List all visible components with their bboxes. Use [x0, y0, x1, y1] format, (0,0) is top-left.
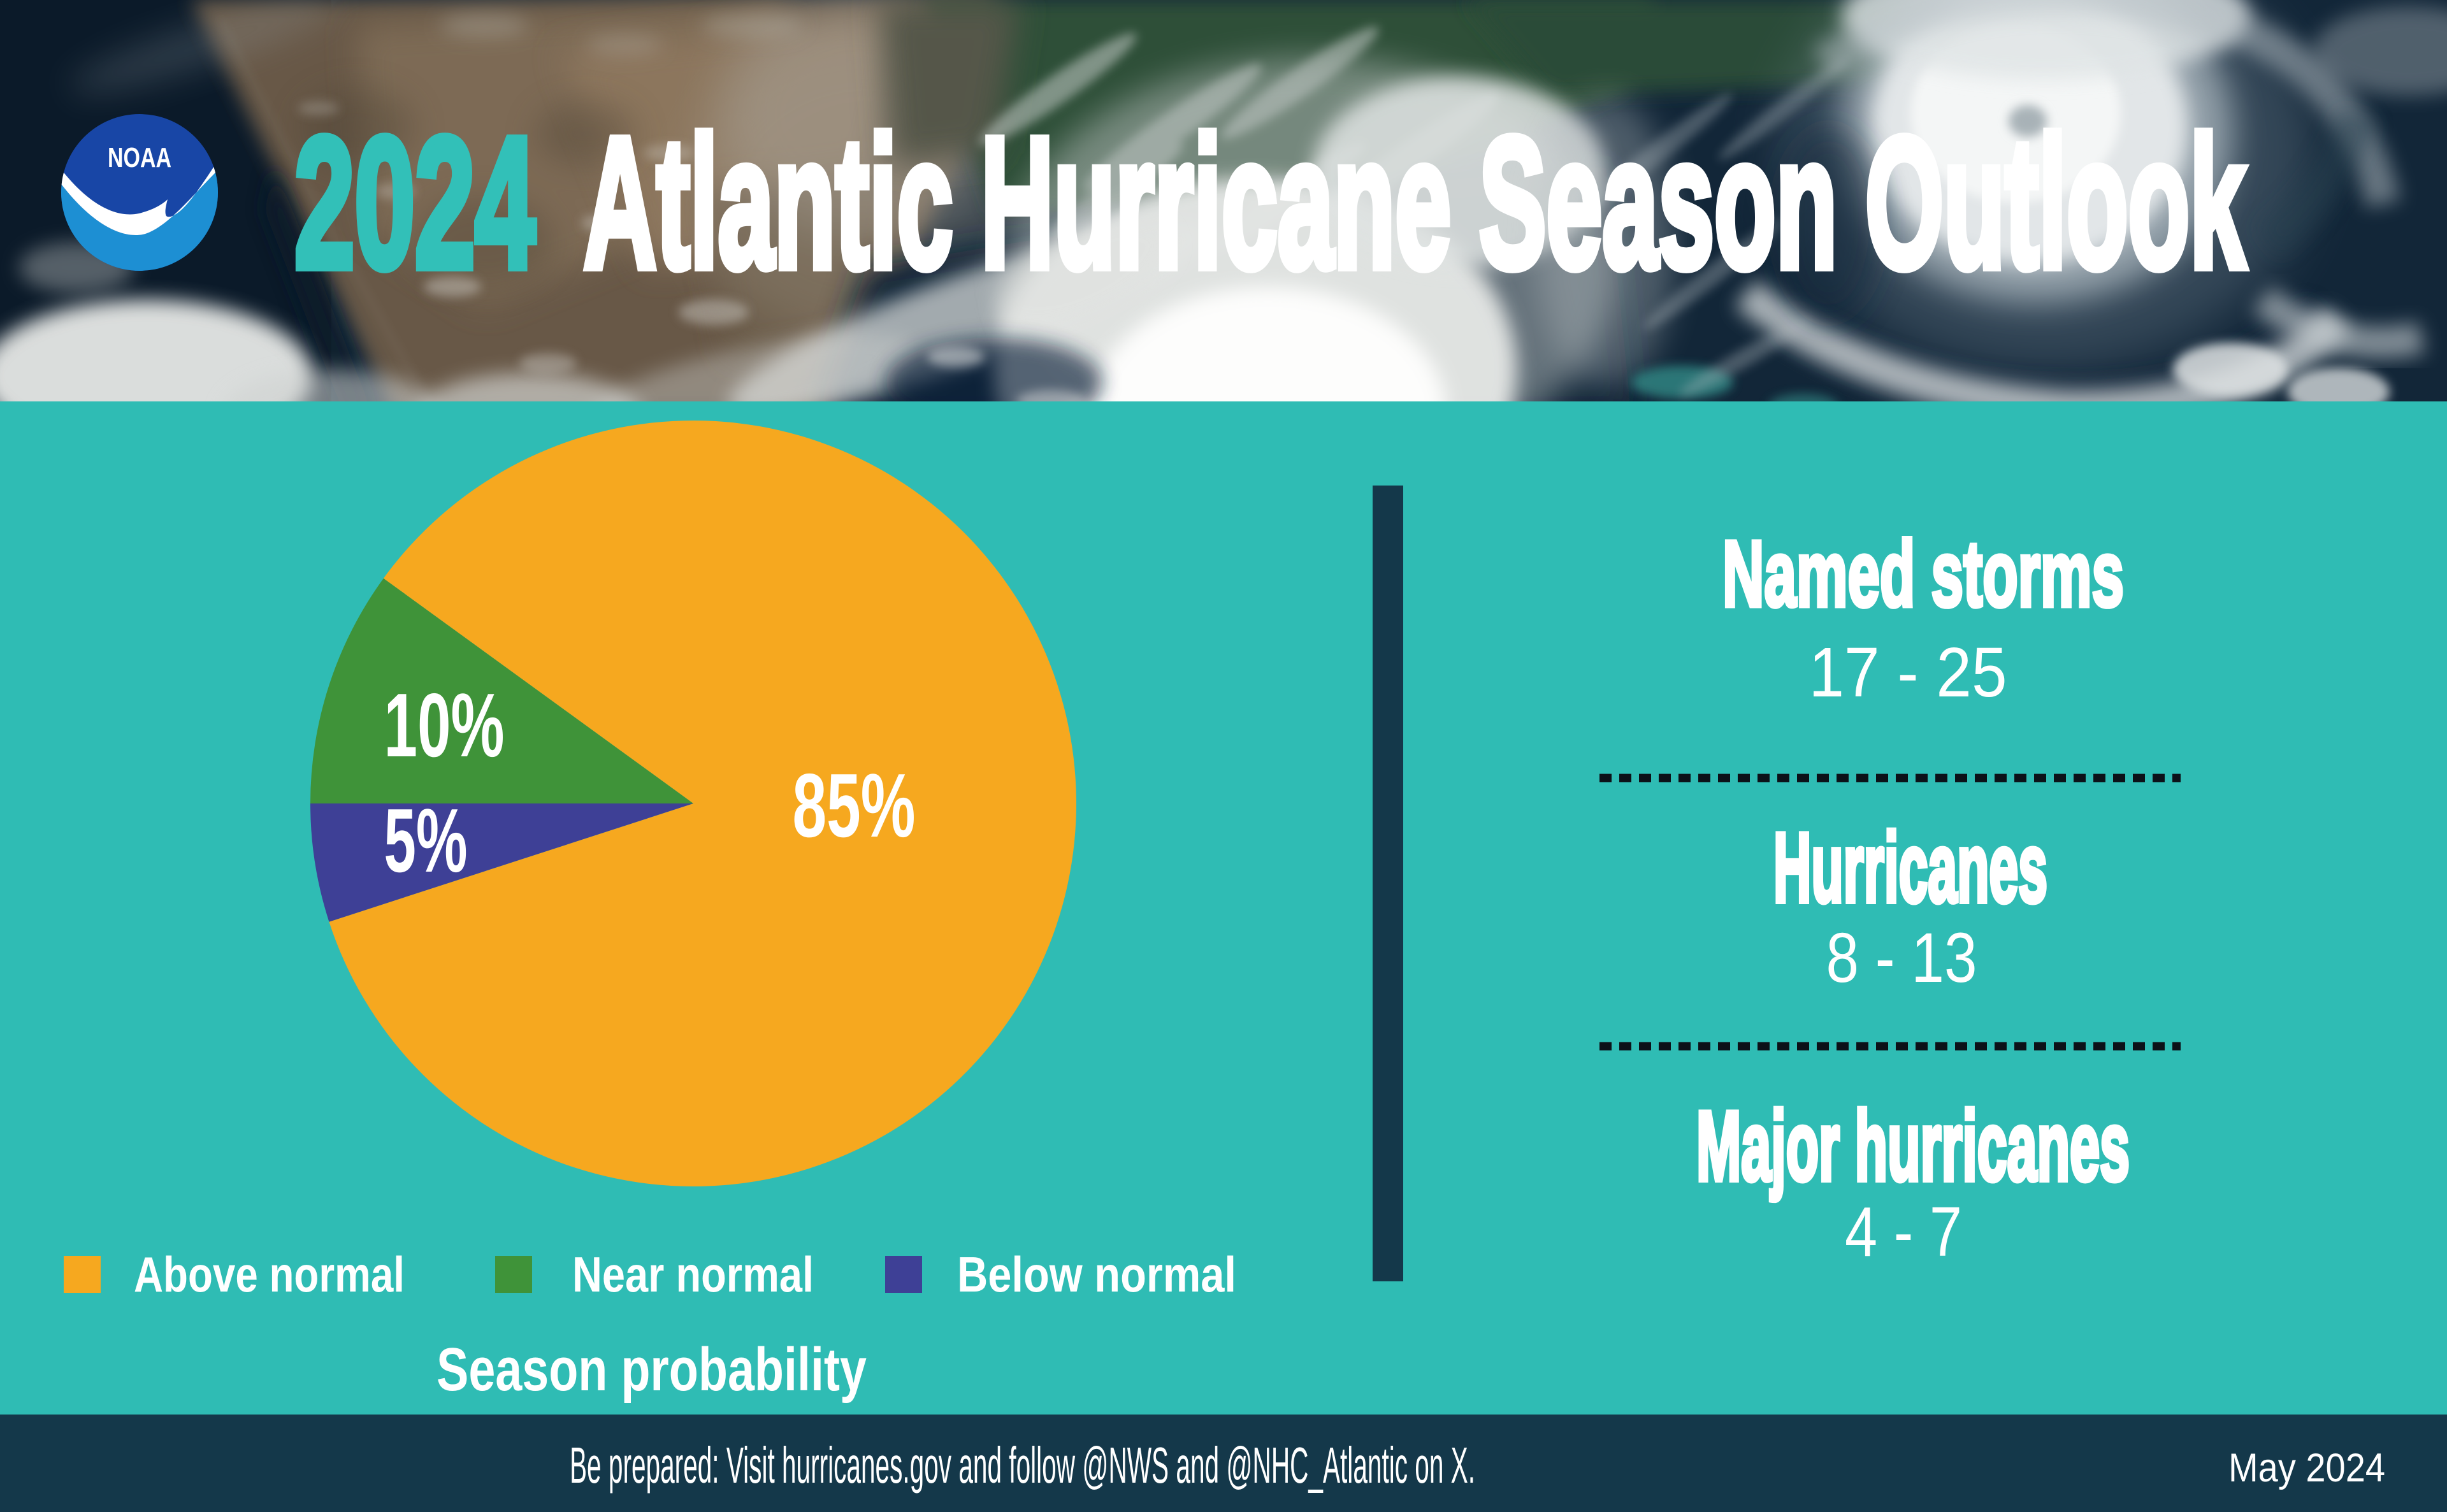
svg-text:17 - 25: 17 - 25	[1809, 633, 2007, 712]
svg-text:Season probability: Season probability	[437, 1336, 867, 1404]
svg-text:85%: 85%	[793, 755, 916, 856]
svg-text:5%: 5%	[384, 790, 468, 891]
svg-text:NOAA: NOAA	[108, 142, 171, 173]
svg-text:4 - 7: 4 - 7	[1845, 1193, 1962, 1271]
svg-text:Atlantic Hurricane Season Outl: Atlantic Hurricane Season Outlook	[584, 99, 2246, 306]
svg-text:8 - 13: 8 - 13	[1826, 919, 1977, 997]
svg-text:Be prepared: Visit hurricanes.: Be prepared: Visit hurricanes.gov and fo…	[570, 1437, 1475, 1494]
svg-text:Below normal: Below normal	[957, 1246, 1236, 1302]
svg-text:May 2024: May 2024	[2228, 1446, 2385, 1490]
svg-text:Hurricanes: Hurricanes	[1773, 812, 2047, 923]
svg-text:Named storms: Named storms	[1722, 522, 2124, 626]
svg-text:2024: 2024	[294, 99, 536, 306]
svg-text:Major hurricanes: Major hurricanes	[1696, 1091, 2130, 1201]
svg-text:Near normal: Near normal	[572, 1246, 814, 1302]
svg-text:Above normal: Above normal	[134, 1246, 405, 1302]
svg-text:10%: 10%	[384, 675, 505, 776]
